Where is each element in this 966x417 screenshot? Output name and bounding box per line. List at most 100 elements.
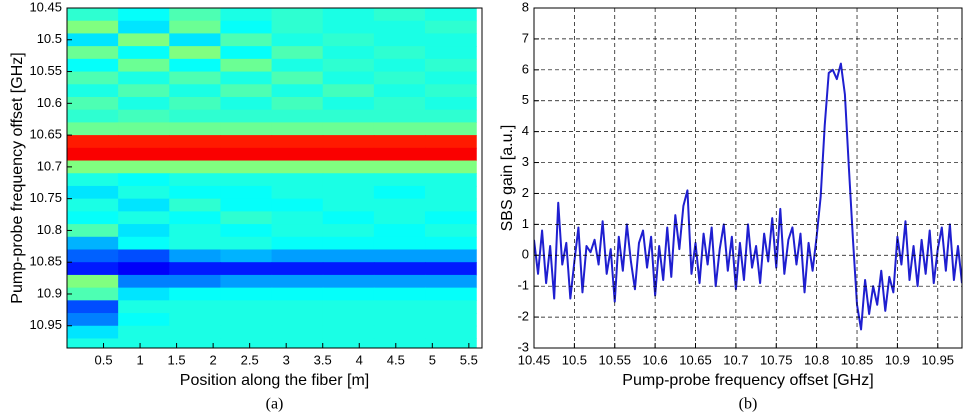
x-tick-label: 0.5 [94, 352, 112, 367]
heatmap-cell [67, 262, 119, 276]
heatmap-cell [118, 58, 170, 73]
heatmap-cell [425, 236, 477, 251]
heatmap-cell [271, 122, 324, 136]
heatmap-cell [220, 274, 273, 289]
heatmap-cell [322, 20, 375, 35]
heatmap-cell [322, 135, 375, 149]
heatmap-cell [67, 211, 119, 225]
y-tick-label: 4 [522, 123, 529, 138]
x-tick-label: 10.5 [562, 352, 587, 367]
heatmap-cell [169, 58, 222, 73]
heatmap-cell [67, 325, 119, 340]
heatmap-cell [118, 71, 170, 85]
heatmap-cell [220, 249, 273, 263]
heatmap-cell [271, 249, 324, 263]
heatmap-cell [373, 160, 426, 174]
heatmap-cell [271, 58, 324, 73]
heatmap-cell [67, 338, 119, 348]
heatmap-cell [67, 109, 119, 123]
heatmap-cell [373, 262, 426, 276]
heatmap-cell [322, 173, 375, 187]
x-tick-label: 10.85 [841, 352, 874, 367]
heatmap-cell [425, 20, 477, 35]
heatmap-cell [67, 46, 119, 60]
y-tick-label: 2 [522, 185, 529, 200]
y-tick-label: 3 [522, 154, 529, 169]
heatmap-cell [425, 262, 477, 276]
heatmap-cell [220, 71, 273, 85]
heatmap-cell [322, 33, 375, 47]
heatmap-cell [118, 147, 170, 162]
y-tick-label: 10.6 [37, 95, 62, 110]
heatmap-cell [322, 236, 375, 251]
heatmap-cell [220, 58, 273, 73]
heatmap-cell [425, 96, 477, 111]
heatmap-cell [67, 313, 119, 327]
heatmap-cell [169, 147, 222, 162]
x-tick-label: 4 [356, 352, 363, 367]
heatmap-cell [67, 147, 119, 162]
heatmap-cell [373, 84, 426, 98]
heatmap-cell [425, 300, 477, 314]
heatmap-cell [425, 211, 477, 225]
heatmap-cell [271, 109, 324, 123]
heatmap-cell [169, 338, 222, 348]
x-tick-label: 4.5 [387, 352, 405, 367]
y-tick-label: -2 [517, 309, 529, 324]
heatmap-cell [373, 71, 426, 85]
y-tick-label: 10.7 [37, 158, 62, 173]
heatmap-cell [220, 198, 273, 212]
heatmap-cell [322, 287, 375, 301]
x-tick-label: 10.8 [804, 352, 829, 367]
y-tick-label: 0 [522, 247, 529, 262]
heatmap-cell [169, 173, 222, 187]
heatmap-cell [271, 274, 324, 289]
heatmap-cell [425, 122, 477, 136]
heatmap-cell [118, 96, 170, 111]
heatmap-cell [322, 109, 375, 123]
heatmap-cell [220, 185, 273, 200]
x-tick-label: 2.5 [241, 352, 259, 367]
heatmap-cell [118, 46, 170, 60]
heatmap-cell [220, 160, 273, 174]
heatmap-cell [373, 58, 426, 73]
y-tick-label: 10.55 [29, 63, 62, 78]
heatmap-cell [67, 274, 119, 289]
heatmap-cell [118, 262, 170, 276]
plot-frame [533, 7, 963, 349]
x-tick-label: 3 [283, 352, 290, 367]
heatmap-cell [271, 71, 324, 85]
heatmap-cell [271, 211, 324, 225]
heatmap-cell [67, 249, 119, 263]
heatmap-cell [169, 236, 222, 251]
heatmap-cell [67, 8, 119, 22]
heatmap-cell [425, 249, 477, 263]
heatmap-cell [118, 33, 170, 47]
y-tick-label: 7 [522, 30, 529, 45]
panel-caption: (a) [266, 396, 284, 413]
heatmap-cell [220, 211, 273, 225]
heatmap-cell [271, 20, 324, 35]
heatmap-cell [373, 46, 426, 60]
heatmap-cell [271, 185, 324, 200]
y-tick-label: 10.5 [37, 31, 62, 46]
x-tick-label: 2 [210, 352, 217, 367]
heatmap-cell [220, 338, 273, 348]
heatmap-cell [169, 185, 222, 200]
heatmap-cell [373, 20, 426, 35]
heatmap-cell [322, 224, 375, 238]
heatmap-cell [67, 173, 119, 187]
heatmap-cell [373, 300, 426, 314]
heatmap-cell [169, 8, 222, 22]
heatmap-cell [220, 287, 273, 301]
y-axis-label: Pump-probe frequency offset [GHz] [9, 52, 26, 303]
heatmap-cell [425, 46, 477, 60]
x-tick-label: 10.9 [885, 352, 910, 367]
heatmap-cell [220, 236, 273, 251]
heatmap-cell [169, 160, 222, 174]
heatmap-cell [118, 8, 170, 22]
heatmap-cell [118, 300, 170, 314]
heatmap-cell [220, 224, 273, 238]
heatmap-cell [271, 313, 324, 327]
heatmap-cell [67, 96, 119, 111]
